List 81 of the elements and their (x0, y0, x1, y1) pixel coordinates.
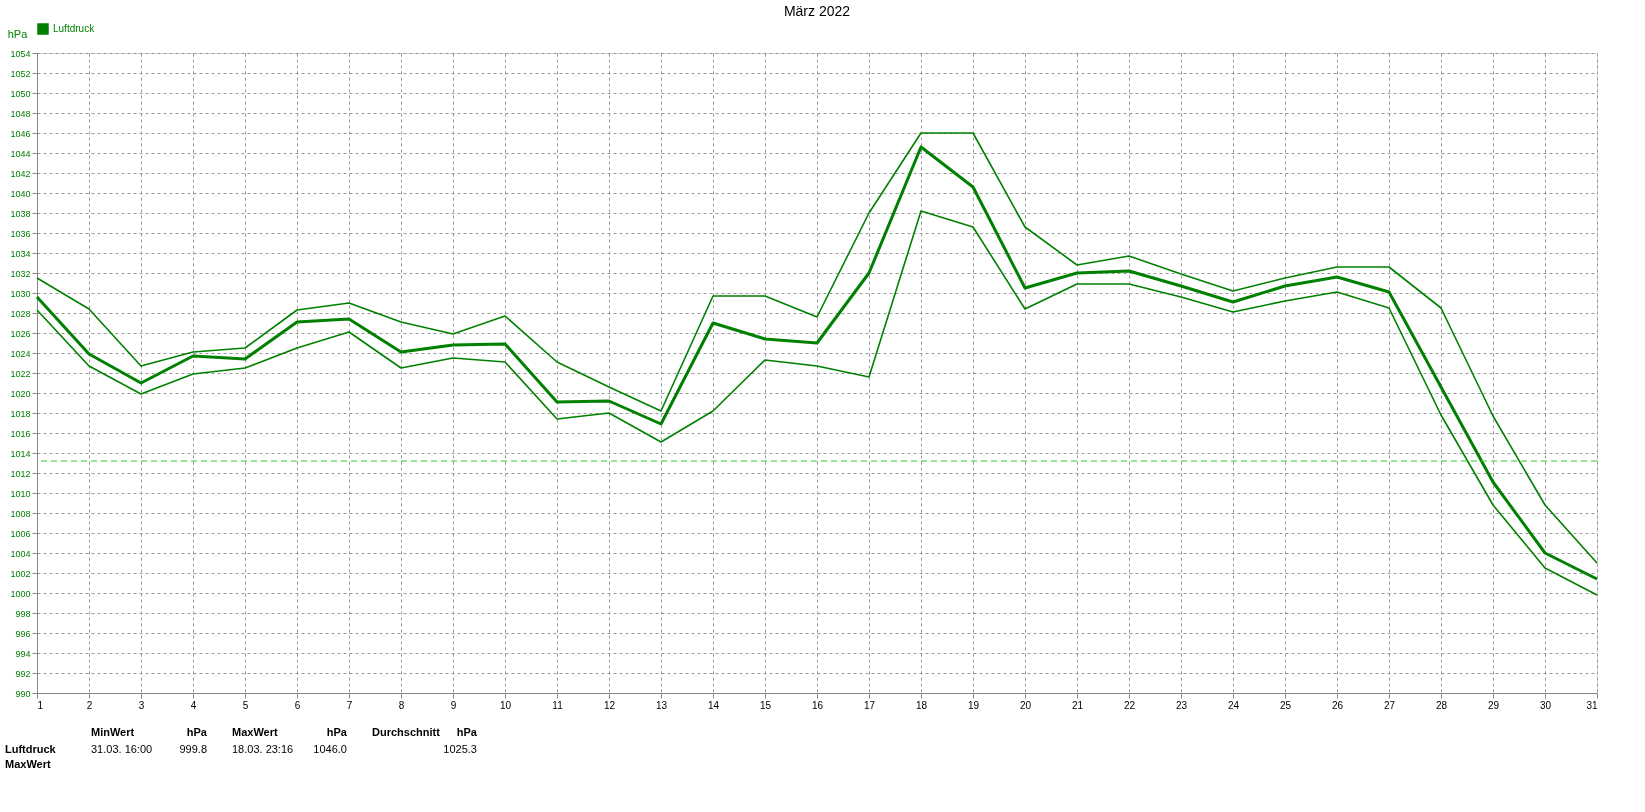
x-tick-label: 2 (86, 699, 93, 711)
y-tick-label: 1030 (10, 288, 31, 299)
y-tick-label: 992 (15, 668, 31, 679)
y-tick-label: 1040 (10, 188, 31, 199)
text: 999.8 (179, 743, 207, 755)
x-tick-label: 10 (499, 699, 512, 711)
x-tick-label: 4 (190, 699, 197, 711)
text: Luftdruck (5, 743, 57, 755)
y-tick-label: 1000 (10, 588, 31, 599)
text: hPa (186, 726, 208, 738)
x-tick-label: 28 (1435, 699, 1448, 711)
text: 1025.3 (443, 743, 477, 755)
y-tick-label: 1034 (10, 248, 31, 259)
chart-title: März 2022 (783, 3, 851, 19)
x-tick-label: 18 (915, 699, 928, 711)
x-tick-label: 29 (1487, 699, 1500, 711)
x-tick-label: 21 (1071, 699, 1084, 711)
y-tick-label: 1050 (10, 88, 31, 99)
y-tick-label: 1012 (10, 468, 31, 479)
legend-label: Luftdruck (53, 23, 96, 34)
y-tick-label: 1036 (10, 228, 31, 239)
text: 31.03. 16:00 (91, 743, 153, 755)
y-tick-label: 1008 (10, 508, 31, 519)
x-tick-label: 12 (603, 699, 616, 711)
x-tick-label: 5 (242, 699, 249, 711)
text: 1046.0 (313, 743, 347, 755)
y-tick-label: 1020 (10, 388, 31, 399)
x-tick-label: 27 (1383, 699, 1396, 711)
line-series (36, 210, 1598, 596)
x-tick-label: 3 (138, 699, 145, 711)
x-tick-label: 20 (1019, 699, 1032, 711)
x-tick-label: 14 (707, 699, 720, 711)
y-tick-label: 1014 (10, 448, 31, 459)
y-tick-label: 1016 (10, 428, 31, 439)
x-tick-label: 31 (1586, 699, 1598, 711)
y-tick-label: 1032 (10, 268, 31, 279)
y-tick-label: 1002 (10, 568, 31, 579)
y-tick-label: 1048 (10, 108, 31, 119)
text: hPa (456, 726, 478, 738)
x-tick-label: 16 (811, 699, 824, 711)
y-tick-label: 1052 (10, 68, 31, 79)
text: 18.03. 23:16 (232, 743, 294, 755)
x-tick-label: 22 (1123, 699, 1136, 711)
text: MaxWert (232, 726, 278, 738)
y-tick-label: 1022 (10, 368, 31, 379)
x-tick-label: 13 (655, 699, 668, 711)
text: Durchschnitt (372, 726, 441, 738)
y-tick-label: 994 (15, 648, 31, 659)
y-tick-label: 1042 (10, 168, 31, 179)
y-tick-label: 1018 (10, 408, 31, 419)
x-tick-label: 11 (552, 699, 564, 711)
x-tick-label: 25 (1279, 699, 1292, 711)
y-tick-label: 1004 (10, 548, 31, 559)
y-tick-label: 1024 (10, 348, 31, 359)
x-tick-label: 9 (450, 699, 457, 711)
x-tick-label: 1 (37, 699, 44, 711)
y-axis-title: hPa (7, 27, 29, 40)
y-tick-label: 1006 (10, 528, 31, 539)
x-tick-label: 7 (346, 699, 353, 711)
x-tick-label: 8 (398, 699, 405, 711)
y-tick-label: 1010 (10, 488, 31, 499)
y-tick-label: 1054 (10, 48, 31, 59)
x-tick-label: 6 (294, 699, 301, 711)
x-tick-label: 26 (1331, 699, 1344, 711)
x-tick-label: 24 (1227, 699, 1240, 711)
x-tick-label: 15 (759, 699, 772, 711)
y-tick-label: 998 (15, 608, 31, 619)
text: hPa (326, 726, 348, 738)
y-tick-label: 1046 (10, 128, 31, 139)
y-tick-label: 1038 (10, 208, 31, 219)
y-tick-label: 990 (15, 688, 31, 699)
y-tick-label: 996 (15, 628, 31, 639)
text: MaxWert (5, 758, 51, 770)
x-tick-label: 17 (863, 699, 876, 711)
text: MinWert (91, 726, 135, 738)
y-tick-label: 1044 (10, 148, 31, 159)
y-tick-label: 1028 (10, 308, 31, 319)
y-tick-label: 1026 (10, 328, 31, 339)
x-tick-label: 30 (1539, 699, 1552, 711)
x-tick-label: 23 (1175, 699, 1188, 711)
x-tick-label: 19 (967, 699, 980, 711)
